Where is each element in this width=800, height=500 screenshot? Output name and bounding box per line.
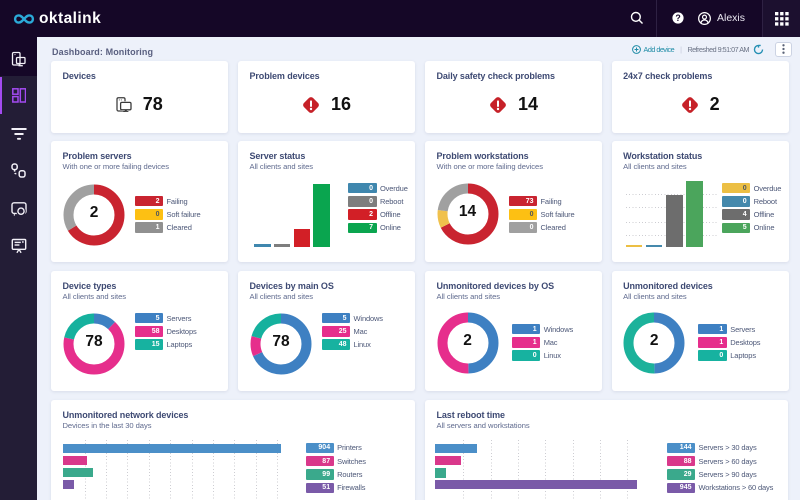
svg-text:?: ? (675, 13, 680, 23)
